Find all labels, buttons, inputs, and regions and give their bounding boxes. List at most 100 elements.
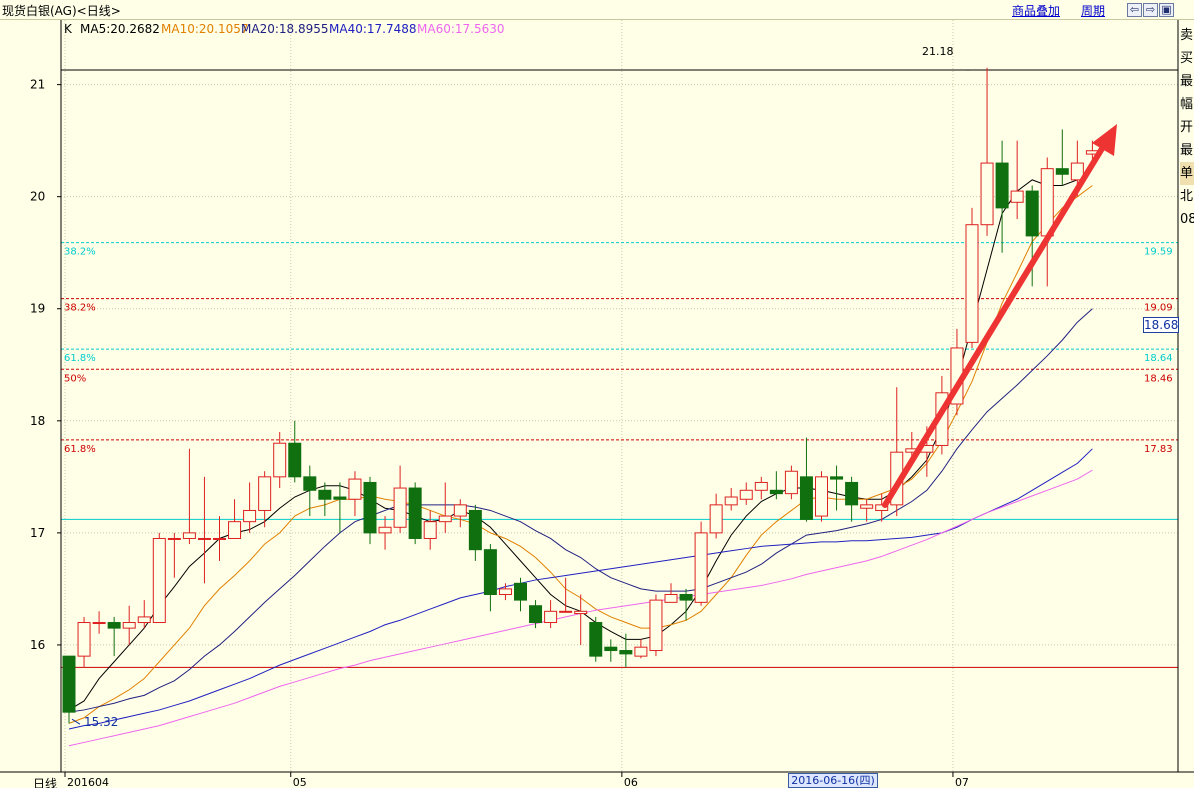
candle-body xyxy=(754,481,768,491)
candle-body xyxy=(619,650,633,655)
candle xyxy=(739,482,753,505)
side-latest: 最 xyxy=(1180,74,1194,89)
candle-body xyxy=(408,487,422,539)
candle-body xyxy=(559,610,573,613)
candle-body xyxy=(152,537,166,624)
candle xyxy=(213,516,226,561)
candle xyxy=(348,471,362,517)
high-price-label: 21.18 xyxy=(922,45,954,58)
candle-body xyxy=(694,532,708,603)
candlestick-chart[interactable]: 38.2% 19.59 38.2% 19.09 61.8% 18.64 50% 18.46 61… xyxy=(0,20,1194,788)
ma-legend: K MA5:20.2682 MA10:20.1057 MA20:18.8955 … xyxy=(64,22,505,36)
grid-layer xyxy=(61,20,1178,772)
title-bar: 现货白银(AG)<日线> 商品叠加 周期 ⇦ ⇨ ▣ xyxy=(0,0,1194,20)
candle xyxy=(875,493,889,522)
y-tick-label: 17 xyxy=(30,526,45,540)
annotations: 21.18 15.32 xyxy=(71,45,970,729)
period-link[interactable]: 周期 xyxy=(1081,4,1106,18)
candle xyxy=(1070,140,1084,197)
scroll-right-button[interactable]: ⇨ xyxy=(1143,3,1158,17)
candle-body xyxy=(122,622,136,629)
candle-body xyxy=(438,515,452,523)
candle-body xyxy=(980,162,994,226)
x-tick-label: 05 xyxy=(293,776,307,788)
candle-body xyxy=(378,526,392,534)
candle xyxy=(258,471,272,528)
candle xyxy=(559,577,573,613)
current-price-tag: 18.68 xyxy=(1143,317,1179,333)
candle xyxy=(498,583,512,601)
candle xyxy=(784,465,798,500)
candle-body xyxy=(769,489,783,495)
candle-body xyxy=(258,476,272,511)
candle-body xyxy=(107,622,121,629)
layout-toggle-button[interactable]: ▣ xyxy=(1159,3,1174,17)
candle xyxy=(378,516,392,550)
candle xyxy=(137,600,151,629)
candle-body xyxy=(167,537,181,540)
legend-ma40: MA40:17.7488 xyxy=(329,22,417,36)
candle xyxy=(544,600,558,629)
candle-body xyxy=(634,646,648,657)
candle xyxy=(649,594,663,657)
candle xyxy=(468,504,482,561)
side-open: 开 xyxy=(1180,120,1194,135)
x-tick-label: 201604 xyxy=(67,776,109,788)
candle xyxy=(1040,157,1054,287)
candle xyxy=(769,471,783,500)
candle-body xyxy=(649,599,663,652)
candle-body xyxy=(544,610,558,624)
scroll-left-button[interactable]: ⇦ xyxy=(1127,3,1142,17)
candle-body xyxy=(965,224,979,343)
candle-body xyxy=(995,162,1009,209)
candle xyxy=(182,448,196,545)
side-beijing: 北 xyxy=(1180,189,1194,204)
candle xyxy=(363,476,377,545)
candle xyxy=(62,655,76,724)
x-tick-label: 07 xyxy=(955,776,969,788)
candle xyxy=(815,471,828,522)
y-tick-label: 20 xyxy=(30,190,45,204)
candle-body xyxy=(799,476,813,520)
candle xyxy=(288,420,302,483)
candle-body xyxy=(724,496,738,506)
candle xyxy=(393,465,407,533)
candle xyxy=(318,482,332,517)
candle-body xyxy=(182,532,196,539)
candle xyxy=(995,140,1009,253)
candle-body xyxy=(423,521,437,539)
period-indicator: 日线 xyxy=(33,777,58,788)
candle-body xyxy=(77,622,91,657)
candle xyxy=(604,639,618,662)
candle-body xyxy=(453,504,467,517)
candle-body xyxy=(363,481,377,534)
moving-average-lines xyxy=(68,166,1093,747)
y-tick-label: 19 xyxy=(30,302,45,316)
candle-body xyxy=(348,478,362,500)
candle xyxy=(845,476,859,522)
level-left-label: 50% xyxy=(64,373,86,384)
candle xyxy=(1010,140,1024,220)
ma-line-ma40 xyxy=(68,448,1093,730)
candle-body xyxy=(333,496,347,500)
candle xyxy=(619,633,633,668)
candle-body xyxy=(213,537,226,540)
candle xyxy=(709,493,723,539)
fibonacci-lines: 38.2% 19.59 38.2% 19.09 61.8% 18.64 50% 18.46 61… xyxy=(61,69,1178,668)
candle xyxy=(303,465,317,517)
candle-body xyxy=(288,442,302,478)
candle xyxy=(77,616,91,668)
candle xyxy=(438,482,452,533)
overlay-commodity-link[interactable]: 商品叠加 xyxy=(1012,4,1061,18)
candle xyxy=(965,207,979,348)
candle-body xyxy=(1055,168,1069,175)
candle-body xyxy=(1070,162,1084,181)
legend-ma5: MA5:20.2682 xyxy=(80,22,160,36)
side-change: 幅 xyxy=(1180,97,1194,112)
candle-body xyxy=(679,594,693,601)
low-price-label: 15.32 xyxy=(84,715,118,729)
side-high: 最 xyxy=(1180,143,1194,158)
candle xyxy=(1025,185,1039,287)
candle-body xyxy=(483,549,497,596)
candle-body xyxy=(574,610,588,615)
